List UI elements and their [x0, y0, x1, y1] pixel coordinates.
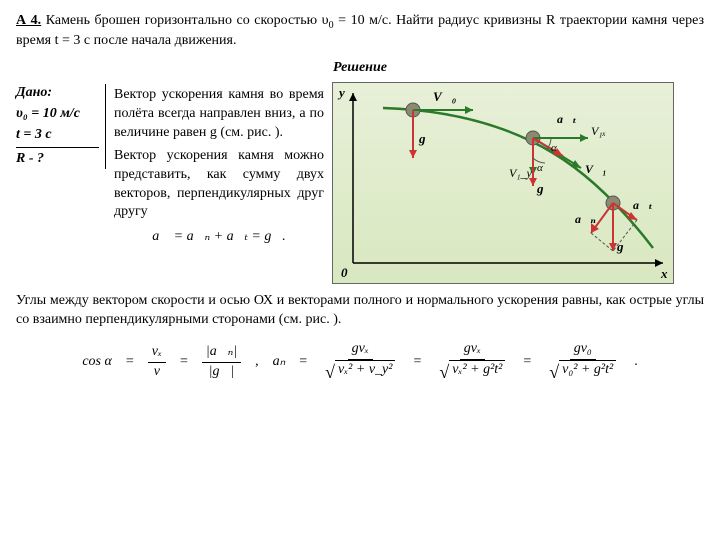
- given-title: Дано:: [16, 84, 99, 103]
- given-question: R - ?: [16, 150, 99, 169]
- svg-text:V₁ₓ: V₁ₓ: [591, 124, 606, 138]
- svg-text:α: α: [551, 142, 557, 154]
- svg-text:g⃗: g⃗: [536, 181, 554, 196]
- problem-label: А 4.: [16, 13, 41, 28]
- svg-text:V₁_y: V₁_y: [509, 166, 533, 180]
- svg-text:a⃗ₙ: a⃗ₙ: [575, 212, 596, 226]
- solution-para-2: Вектор ускорения камня можно представить…: [114, 147, 324, 223]
- vector-equation: a⃗ = a⃗ₙ + a⃗ₜ = g⃗.: [114, 228, 324, 247]
- svg-text:α: α: [537, 162, 543, 174]
- given-t: t = 3 с: [16, 126, 99, 145]
- svg-text:V⃗₁: V⃗₁: [585, 162, 607, 176]
- svg-text:y: y: [337, 85, 345, 100]
- frac-5: gv₀ √v₀² + g²t²: [545, 340, 620, 385]
- given-column: Дано: υ₀ = 10 м/с t = 3 с R - ?: [16, 82, 106, 284]
- an-label: aₙ: [273, 353, 286, 372]
- svg-text:g⃗: g⃗: [418, 131, 436, 146]
- after-paragraph: Углы между вектором скорости и осью ОХ и…: [16, 292, 704, 330]
- solution-columns: Дано: υ₀ = 10 м/с t = 3 с R - ? Вектор у…: [16, 82, 704, 284]
- trajectory-diagram: x y 0 V⃗₀ g⃗ V₁ₓ V₁_y: [332, 82, 674, 284]
- cos-alpha: cos α: [82, 353, 112, 372]
- frac-2: |a⃗ₙ| |g⃗|: [202, 343, 241, 382]
- frac-1: vₓ v: [148, 343, 166, 382]
- svg-text:x: x: [660, 266, 668, 281]
- frac-3: gvₓ √vₓ² + v_y²: [321, 340, 399, 385]
- svg-text:0: 0: [341, 265, 348, 280]
- svg-text:V⃗₀: V⃗₀: [433, 89, 456, 104]
- solution-title: Решение: [16, 59, 704, 78]
- given-divider: [16, 147, 99, 148]
- solution-text-column: Вектор ускорения камня во время полёта в…: [114, 82, 324, 284]
- svg-text:a⃗ₜ: a⃗ₜ: [557, 112, 577, 126]
- main-formula: cos α = vₓ v = |a⃗ₙ| |g⃗| , aₙ = gvₓ √vₓ…: [16, 340, 704, 385]
- svg-text:g⃗: g⃗: [616, 239, 634, 254]
- svg-text:a⃗ₜ: a⃗ₜ: [633, 198, 653, 212]
- given-v0: υ₀ = 10 м/с: [16, 105, 99, 124]
- frac-4: gvₓ √vₓ² + g²t²: [435, 340, 509, 385]
- solution-para-1: Вектор ускорения камня во время полёта в…: [114, 86, 324, 143]
- problem-statement: А 4. Камень брошен горизонтально со скор…: [16, 12, 704, 51]
- diagram-column: x y 0 V⃗₀ g⃗ V₁ₓ V₁_y: [332, 82, 704, 284]
- diagram-svg: x y 0 V⃗₀ g⃗ V₁ₓ V₁_y: [333, 83, 673, 283]
- problem-text-1: Камень брошен горизонтально со скоростью…: [46, 13, 329, 28]
